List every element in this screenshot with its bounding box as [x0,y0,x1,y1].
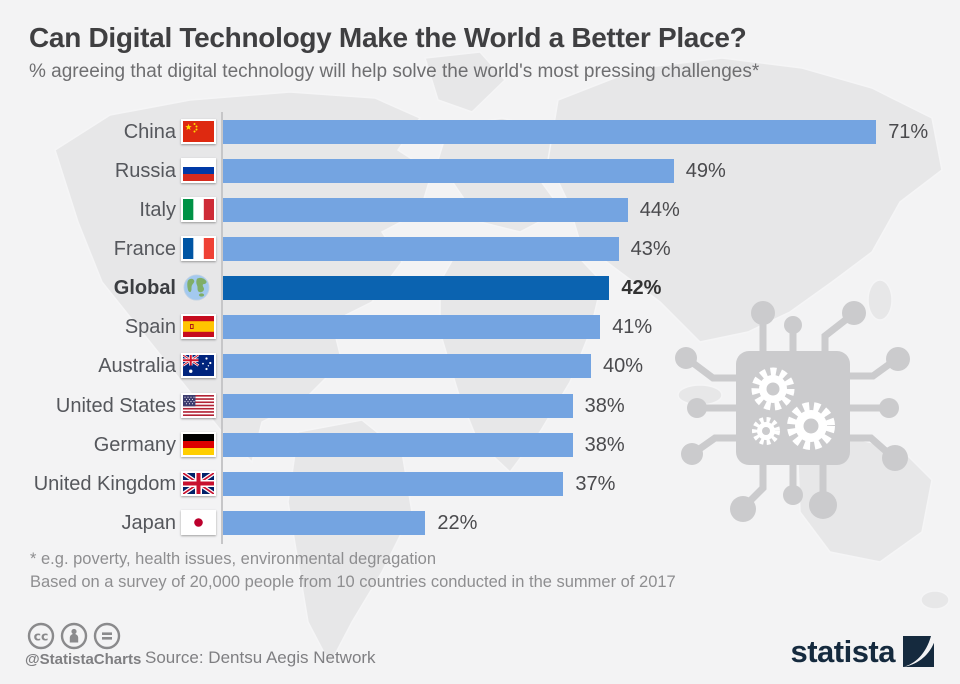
country-label: Japan [121,512,177,534]
flag-uk-icon [181,470,216,496]
flag-italy-icon [181,196,216,222]
value-label: 38% [584,433,625,456]
attribution-person-icon [60,622,88,650]
source-credit: Source: Dentsu Aegis Network [145,648,376,667]
chart-row-us: United States 38% [0,392,960,418]
bar-china [223,119,877,144]
value-label: 71% [888,120,929,143]
statista-logo-mark-icon [903,636,934,667]
footnote-methodology: Based on a survey of 20,000 people from … [30,573,676,591]
chart-row-germany: Germany 38% [0,431,960,457]
bar-global [223,276,610,301]
footnote-definition: * e.g. poverty, health issues, environme… [30,550,437,568]
bar-germany [223,432,573,457]
country-label: Australia [98,355,176,378]
country-label: United States [55,394,176,417]
country-label: Germany [93,433,176,456]
equals-icon [93,622,121,650]
statista-charts-handle: @StatistaCharts [25,651,142,668]
statista-logo: statista [790,636,934,667]
value-label: 44% [639,198,680,221]
bar-uk [223,471,564,496]
page-subtitle: % agreeing that digital technology will … [29,61,760,82]
value-label: 49% [685,159,726,182]
value-label: 38% [584,394,625,417]
chart-row-australia: Australia 40% [0,353,960,379]
country-label: Russia [114,159,176,182]
chart-row-japan: Japan 22% [0,510,960,535]
bar-russia [223,158,674,183]
bar-spain [223,315,601,340]
country-label: China [123,120,176,143]
bar-france [223,236,619,261]
chart-row-china: China 71% [0,118,960,144]
flag-us-icon [181,392,216,418]
value-label: 40% [603,355,644,378]
country-label: United Kingdom [33,472,176,495]
flag-china-icon [181,118,216,144]
chart-row-italy: Italy 44% [0,196,960,222]
flag-australia-icon [181,353,216,379]
flag-germany-icon [181,431,216,457]
cc-icon: cc [27,622,55,650]
chart-axis-line [221,112,223,544]
value-label: 41% [612,316,653,339]
chart-row-global: Global 42% [0,274,960,301]
flag-france-icon [181,235,216,261]
creative-commons-icons: cc [27,622,121,650]
bar-australia [223,354,591,379]
flag-spain-icon [181,314,216,340]
flag-russia-icon [181,157,216,183]
chart-row-russia: Russia 49% [0,157,960,183]
chart-row-spain: Spain 41% [0,314,960,340]
page-title: Can Digital Technology Make the World a … [29,22,747,53]
bar-japan [223,511,426,535]
value-label: 42% [621,277,662,300]
bar-us [223,393,573,418]
flag-japan-icon [181,510,216,535]
statista-logo-text: statista [790,634,895,669]
svg-text:cc: cc [34,629,49,644]
country-label: France [113,237,176,260]
country-label: Global [113,277,176,300]
chart-row-france: France 43% [0,235,960,261]
value-label: 22% [437,512,478,534]
value-label: 37% [575,472,616,495]
bar-italy [223,197,628,222]
country-label: Italy [139,198,176,221]
country-label: Spain [124,316,176,339]
value-label: 43% [630,237,671,260]
flag-global-icon [183,274,210,301]
chart-row-uk: United Kingdom 37% [0,470,960,496]
